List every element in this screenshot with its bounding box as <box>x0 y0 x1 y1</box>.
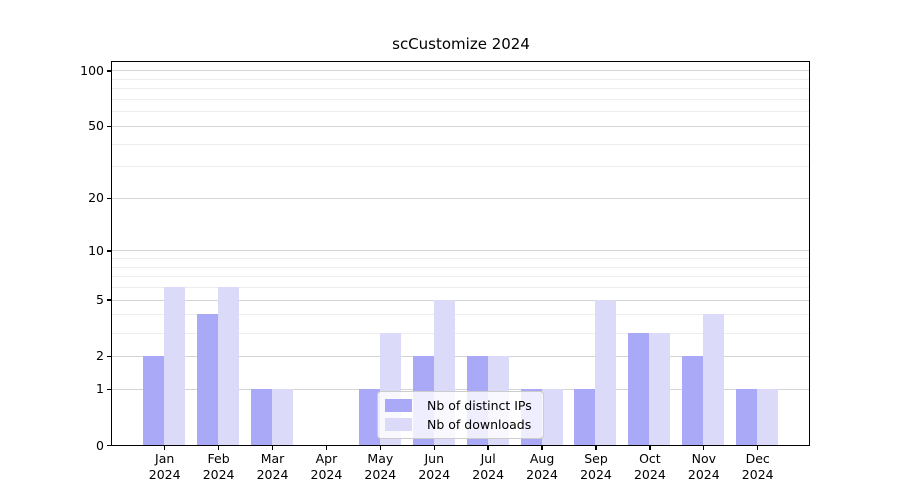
y-tick-label: 100 <box>80 62 104 78</box>
y-tick-mark <box>107 388 112 390</box>
gridline-minor <box>112 266 809 268</box>
x-tick-mark <box>271 445 274 450</box>
x-tick-mark <box>379 445 382 450</box>
bar-sep-distinct-ips <box>574 388 596 445</box>
bar-dec-distinct-ips <box>736 388 758 445</box>
bar-oct-distinct-ips <box>628 332 650 445</box>
y-tick-mark <box>107 70 112 72</box>
gridline-major <box>112 299 809 301</box>
legend-item-downloads: Nb of downloads <box>385 415 535 434</box>
legend-label-distinct-ips: Nb of distinct IPs <box>427 398 532 413</box>
x-tick-label-nov: Nov 2024 <box>687 451 720 482</box>
x-tick-mark <box>541 445 543 450</box>
plot-area <box>111 61 810 446</box>
x-tick-mark <box>703 445 705 450</box>
gridline-minor <box>112 166 809 168</box>
bar-jan-downloads <box>164 287 186 445</box>
gridline-minor <box>112 287 809 289</box>
gridline-minor <box>112 258 809 260</box>
bar-feb-downloads <box>218 287 240 445</box>
y-tick-label: 1 <box>96 381 104 397</box>
gridline-minor <box>112 88 809 90</box>
legend-item-distinct-ips: Nb of distinct IPs <box>385 396 535 415</box>
legend-swatch-downloads <box>385 418 412 431</box>
bar-oct-downloads <box>649 332 671 445</box>
y-tick-label: 20 <box>88 190 104 206</box>
gridline-major <box>112 70 809 72</box>
x-tick-label-jul: Jul 2024 <box>472 451 505 482</box>
bar-nov-downloads <box>703 314 725 445</box>
gridline-major <box>112 197 809 199</box>
legend-label-downloads: Nb of downloads <box>427 417 532 432</box>
bar-jan-distinct-ips <box>143 355 165 445</box>
gridline-minor <box>112 143 809 145</box>
gridline-minor <box>112 99 809 101</box>
x-tick-mark <box>325 445 328 450</box>
y-tick-label: 10 <box>88 242 104 258</box>
x-tick-label-dec: Dec 2024 <box>741 451 774 482</box>
bar-sep-downloads <box>595 299 617 445</box>
y-tick-mark <box>107 125 112 128</box>
x-tick-label-feb: Feb 2024 <box>202 451 235 482</box>
y-tick-label: 2 <box>96 348 104 364</box>
bar-aug-downloads <box>541 388 563 445</box>
gridline-minor <box>112 78 809 80</box>
x-tick-label-oct: Oct 2024 <box>633 451 666 482</box>
x-tick-label-aug: Aug 2024 <box>526 451 558 482</box>
gridline-major <box>112 355 809 357</box>
x-tick-label-jun: Jun 2024 <box>418 451 451 482</box>
x-tick-mark <box>757 445 759 450</box>
legend-swatch-distinct-ips <box>385 399 412 412</box>
y-tick-mark <box>107 444 112 447</box>
bar-mar-distinct-ips <box>251 388 273 445</box>
legend: Nb of distinct IPs Nb of downloads <box>377 391 544 439</box>
x-tick-label-may: May 2024 <box>364 451 397 482</box>
bar-nov-distinct-ips <box>682 355 704 445</box>
y-tick-mark <box>107 250 112 252</box>
y-tick-label: 0 <box>96 437 104 453</box>
chart-title: scCustomize 2024 <box>392 35 530 53</box>
y-tick-mark <box>107 355 112 358</box>
x-tick-label-jan: Jan 2024 <box>148 451 181 482</box>
x-tick-mark <box>595 445 597 450</box>
x-tick-mark <box>217 445 220 450</box>
gridline-minor <box>112 314 809 316</box>
y-tick-mark <box>107 299 112 301</box>
gridline-major <box>112 250 809 252</box>
gridline-major <box>112 125 809 127</box>
y-tick-mark <box>107 197 112 200</box>
gridline-minor <box>112 332 809 334</box>
bar-mar-downloads <box>272 388 294 445</box>
x-tick-label-apr: Apr 2024 <box>310 451 343 482</box>
y-tick-label: 5 <box>96 292 104 308</box>
gridline-major <box>112 388 809 390</box>
x-tick-label-mar: Mar 2024 <box>256 451 289 482</box>
bar-feb-distinct-ips <box>197 314 219 445</box>
x-tick-mark <box>649 445 651 450</box>
x-tick-mark <box>487 445 489 450</box>
x-tick-label-sep: Sep 2024 <box>580 451 612 482</box>
x-tick-mark <box>433 445 435 450</box>
y-tick-label: 50 <box>88 118 104 134</box>
gridline-minor <box>112 111 809 113</box>
x-tick-mark <box>164 445 166 450</box>
bar-dec-downloads <box>757 388 779 445</box>
bar-may-distinct-ips <box>358 388 380 445</box>
gridline-minor <box>112 276 809 278</box>
